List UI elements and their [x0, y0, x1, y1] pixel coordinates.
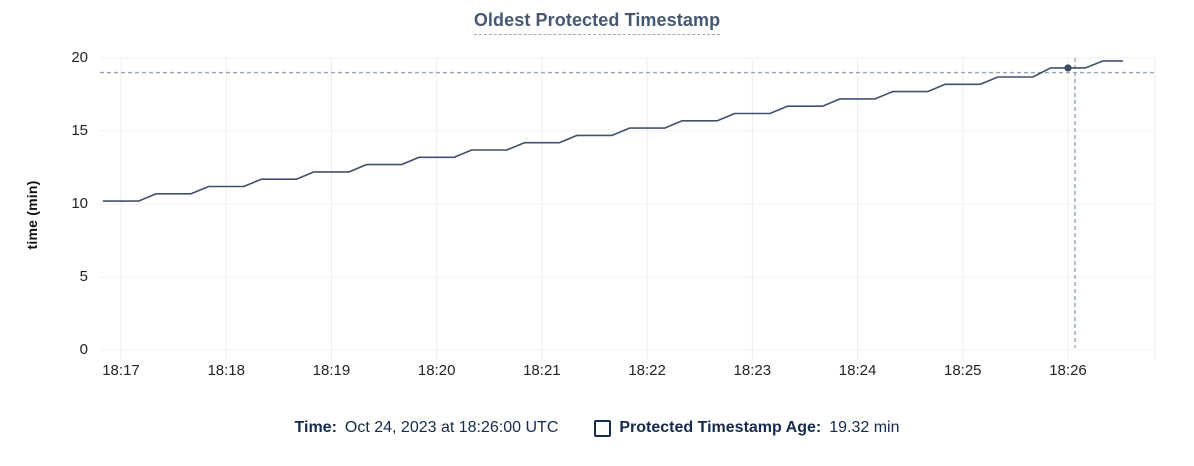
series-line-protected-timestamp-age	[102, 60, 1124, 202]
y-tick-label: 10	[71, 195, 88, 212]
chart-title[interactable]: Oldest Protected Timestamp	[473, 10, 721, 35]
x-tick-label: 18:19	[312, 362, 351, 379]
chart-plot-area[interactable]	[0, 0, 1194, 405]
x-tick-label: 18:17	[102, 362, 140, 379]
chart-legend: Time: Oct 24, 2023 at 18:26:00 UTC Prote…	[0, 419, 1194, 437]
y-tick-label: 20	[71, 49, 88, 66]
hover-data-point	[1064, 64, 1072, 72]
x-tick-label: 18:26	[1049, 362, 1087, 379]
legend-time-value: Oct 24, 2023 at 18:26:00 UTC	[344, 419, 559, 436]
legend-time-label: Time:	[294, 419, 337, 436]
y-tick-label: 15	[71, 122, 88, 139]
legend-series-label[interactable]: Protected Timestamp Age:	[619, 419, 822, 436]
x-tick-label: 18:24	[838, 362, 877, 379]
x-tick-label: 18:22	[628, 362, 666, 379]
x-tick-label: 18:20	[417, 362, 456, 379]
y-tick-label: 0	[79, 341, 88, 358]
y-axis-title: time (min)	[24, 180, 40, 250]
legend-series-value: 19.32 min	[829, 419, 900, 436]
y-tick-label: 5	[79, 268, 88, 285]
x-tick-label: 18:18	[207, 362, 245, 379]
x-tick-label: 18:23	[733, 362, 772, 379]
x-tick-label: 18:21	[523, 362, 561, 379]
x-tick-label: 18:25	[943, 362, 982, 379]
legend-time-group: Time: Oct 24, 2023 at 18:26:00 UTC	[295, 419, 559, 437]
chart-title-row: Oldest Protected Timestamp	[0, 10, 1194, 35]
series-toggle-checkbox[interactable]	[594, 419, 612, 437]
legend-series-group: Protected Timestamp Age: 19.32 min	[594, 419, 899, 437]
